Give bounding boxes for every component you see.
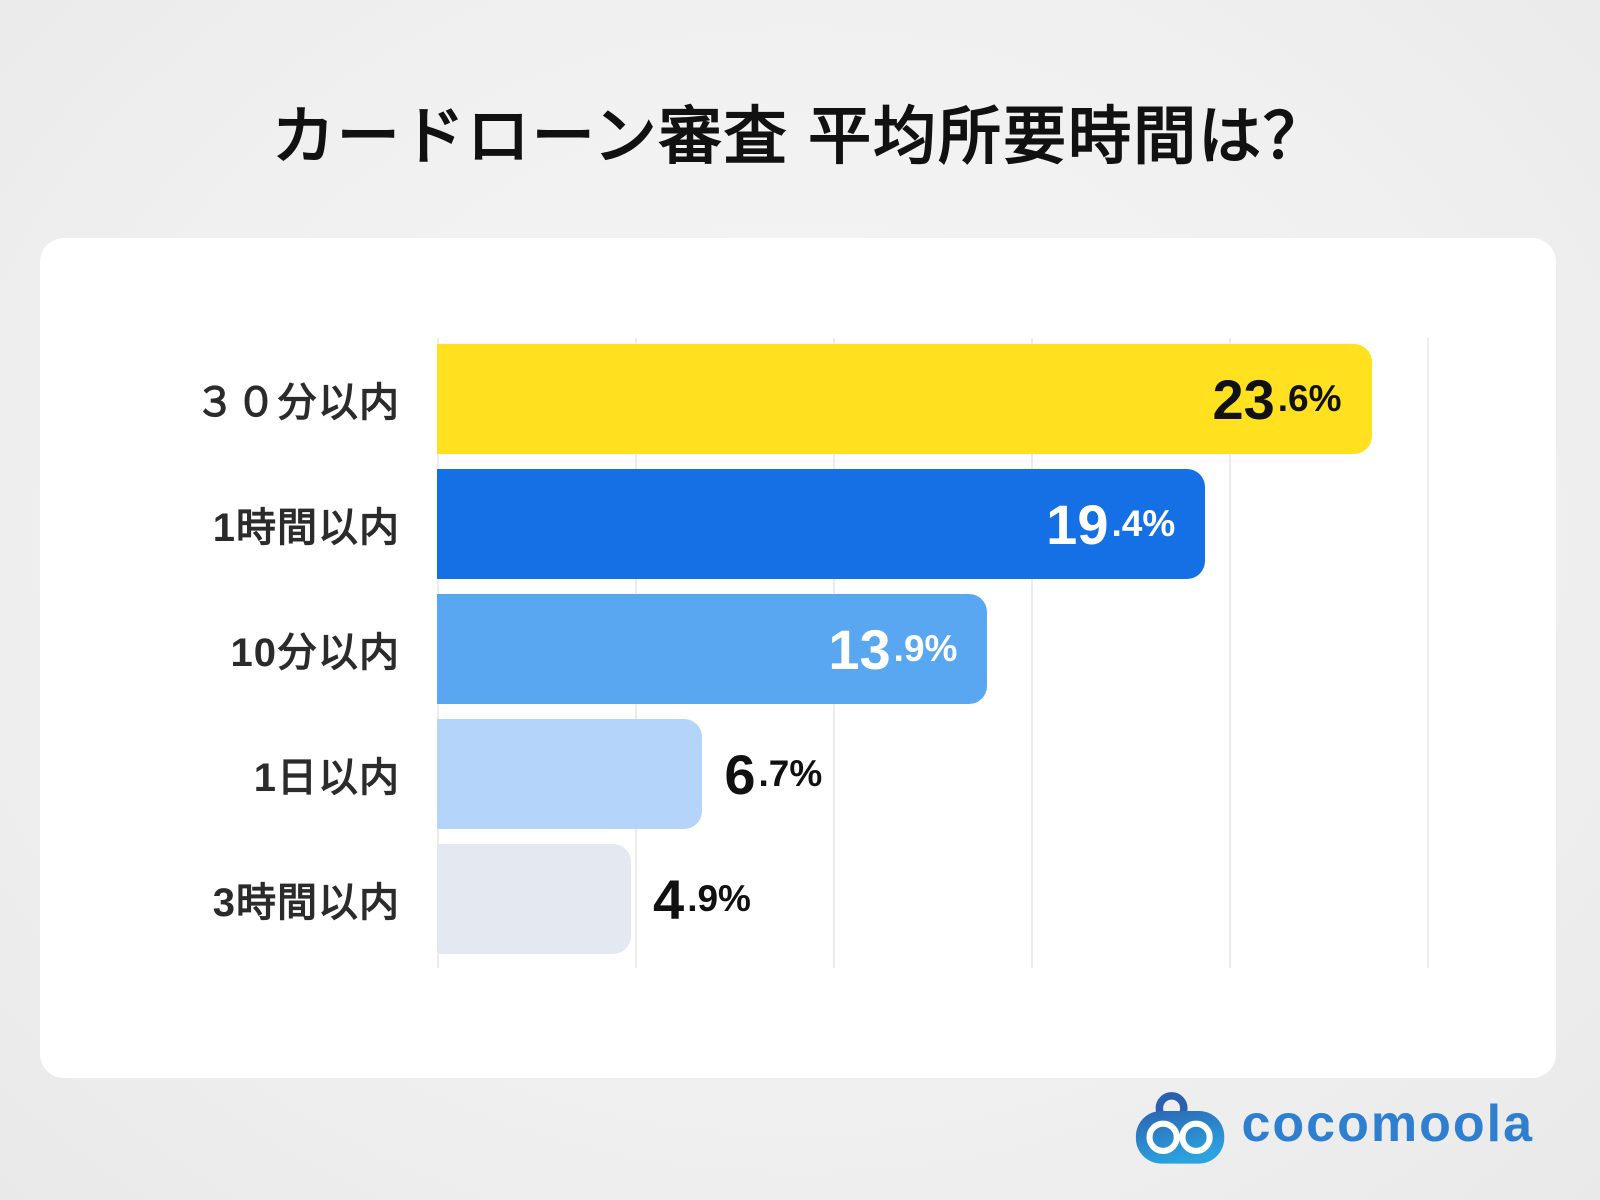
logo-text: cocomoola <box>1241 1095 1534 1153</box>
bar <box>437 719 703 829</box>
bar-value: 13.9% <box>437 594 957 704</box>
bar-value-fraction: .9% <box>687 878 751 919</box>
bar-row: 1時間以内 19.4% <box>40 469 1556 579</box>
gridline-20pct <box>1229 338 1231 968</box>
bar-value-integer: 23 <box>1212 367 1275 431</box>
bar-row: ３０分以内 23.6% <box>40 344 1556 454</box>
bar-label: 10分以内 <box>230 631 400 675</box>
bar-value-fraction: .4% <box>1111 503 1176 544</box>
bar-value-fraction: .9% <box>893 628 958 669</box>
bar-value-integer: 6 <box>724 742 756 806</box>
bar <box>437 344 1372 454</box>
cocomoola-purse-icon <box>1135 1092 1224 1164</box>
bar <box>437 594 988 704</box>
bar-label: 3時間以内 <box>212 881 400 925</box>
bar-value-integer: 4 <box>653 867 685 931</box>
purse-eye-right <box>1178 1120 1213 1154</box>
bar-value-fraction: .7% <box>758 753 823 794</box>
bar-row: 10分以内 13.9% <box>40 594 1556 704</box>
bar-chart: ３０分以内 23.6% 1時間以内 19.4% 10分以内 13.9% 1日以内 6.7% 3時… <box>40 238 1556 1078</box>
bar <box>437 469 1206 579</box>
cocomoola-logo: cocomoola <box>1134 1088 1535 1164</box>
bar-label: ３０分以内 <box>195 381 400 425</box>
bar-value-integer: 13 <box>828 617 891 681</box>
bar-value: 23.6% <box>437 344 1342 454</box>
page-title: カードローン審査 平均所要時間は？ <box>271 102 1329 172</box>
bar <box>437 844 632 954</box>
gridline-15pct <box>1031 338 1033 968</box>
bar-row: 1日以内 6.7% <box>40 719 1556 829</box>
bar-row: 3時間以内 4.9% <box>40 844 1556 954</box>
purse-eye-left <box>1145 1120 1180 1154</box>
bar-label: 1時間以内 <box>212 506 400 550</box>
bar-value: 19.4% <box>437 469 1175 579</box>
bar-value-integer: 19 <box>1046 492 1109 556</box>
bar-label: 1日以内 <box>253 756 400 800</box>
bar-value-fraction: .6% <box>1277 378 1342 419</box>
gridline-25pct <box>1427 338 1429 968</box>
chart-card: ３０分以内 23.6% 1時間以内 19.4% 10分以内 13.9% 1日以内 6.7% 3時… <box>40 238 1556 1078</box>
bar-value: 4.9% <box>653 844 751 954</box>
bar-value: 6.7% <box>724 719 822 829</box>
